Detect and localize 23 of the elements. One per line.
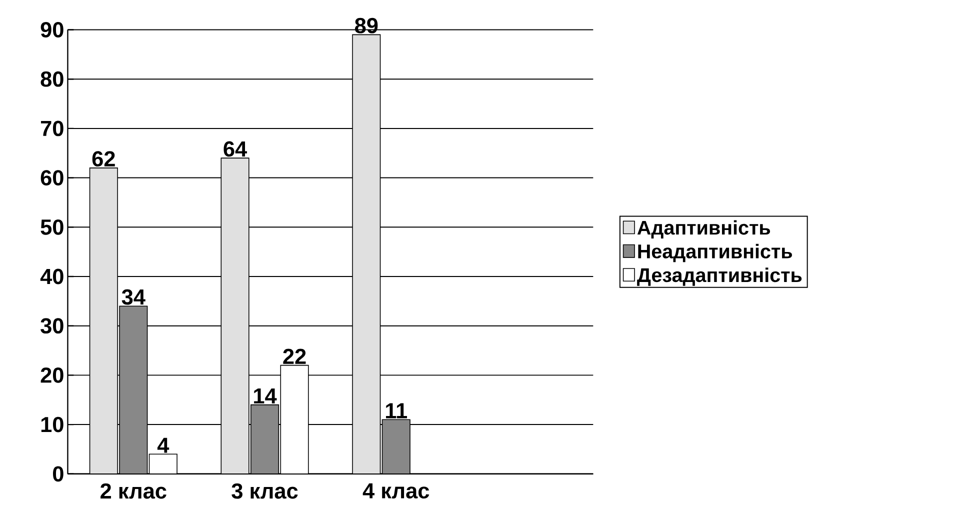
data-label: 4 bbox=[157, 438, 170, 453]
y-tick-label: 80 bbox=[40, 71, 64, 87]
data-label: 64 bbox=[224, 141, 247, 156]
y-tick-label: 60 bbox=[40, 170, 64, 186]
y-tick-label: 20 bbox=[40, 367, 64, 383]
y-tick-label: 50 bbox=[40, 219, 64, 235]
x-tick-label: 3 клас bbox=[232, 483, 298, 499]
data-label: 22 bbox=[283, 348, 306, 364]
data-label: 11 bbox=[386, 403, 408, 418]
y-tick-label: 10 bbox=[41, 416, 64, 432]
y-tick-label: 30 bbox=[40, 318, 64, 334]
x-tick-label: 2 клас bbox=[100, 483, 166, 498]
y-tick-label: 40 bbox=[40, 268, 64, 284]
legend-label: Неадаптивність bbox=[638, 244, 792, 262]
y-tick-label: 0 bbox=[53, 466, 64, 482]
data-label: 14 bbox=[254, 388, 277, 404]
data-label: 34 bbox=[122, 289, 146, 304]
legend-label: Дезадаптивність bbox=[637, 267, 802, 286]
y-tick-label: 70 bbox=[40, 120, 64, 136]
data-label: 62 bbox=[92, 150, 115, 166]
x-tick-label: 4 клас bbox=[362, 483, 430, 498]
legend-label: Адаптивність bbox=[637, 220, 770, 238]
y-tick-label: 90 bbox=[40, 22, 64, 38]
